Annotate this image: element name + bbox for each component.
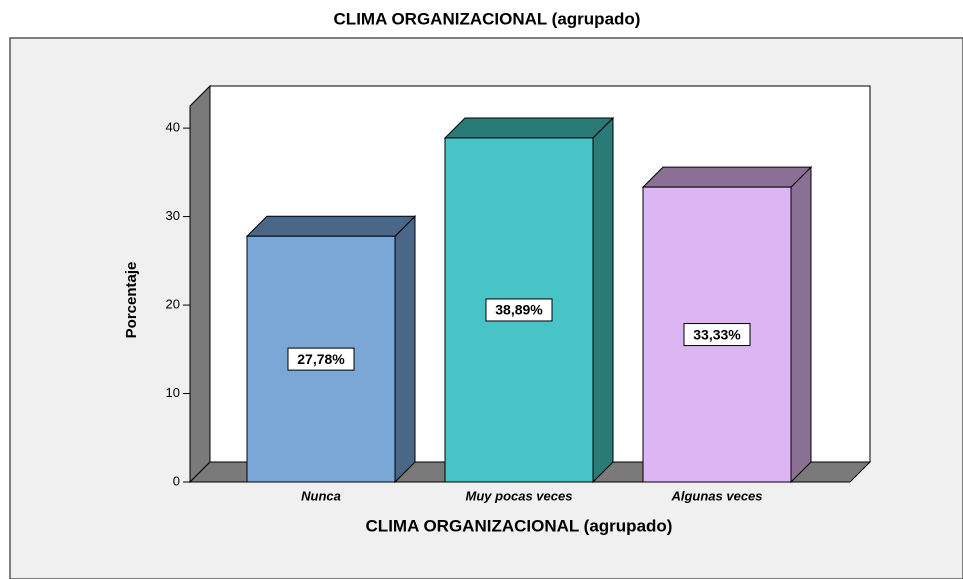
- value-label-box: [287, 347, 355, 371]
- y-tick-label: 0: [173, 473, 180, 488]
- bar-top: [641, 166, 813, 188]
- bar-side: [394, 215, 416, 484]
- value-label-box: [485, 298, 553, 322]
- left-wall: [189, 84, 211, 484]
- bar-side: [790, 165, 812, 484]
- value-label-box: [683, 323, 751, 347]
- y-axis-label: Porcentaje: [123, 262, 140, 339]
- chart-title: CLIMA ORGANIZACIONAL (agrupado): [334, 9, 641, 28]
- x-tick-label: Nunca: [301, 488, 341, 503]
- x-tick-label: Algunas veces: [670, 488, 762, 503]
- bar-top: [443, 117, 615, 139]
- y-tick-label: 20: [166, 296, 180, 311]
- x-tick-label: Muy pocas veces: [466, 488, 573, 503]
- bar-side: [592, 116, 614, 484]
- y-tick-label: 30: [166, 208, 180, 223]
- value-label: 27,78%: [297, 351, 345, 367]
- y-tick-label: 40: [166, 120, 180, 135]
- value-label: 38,89%: [495, 302, 543, 318]
- bar-top: [245, 215, 417, 237]
- y-tick-label: 10: [166, 385, 180, 400]
- value-label: 33,33%: [693, 326, 741, 342]
- x-axis-label: CLIMA ORGANIZACIONAL (agrupado): [366, 516, 673, 535]
